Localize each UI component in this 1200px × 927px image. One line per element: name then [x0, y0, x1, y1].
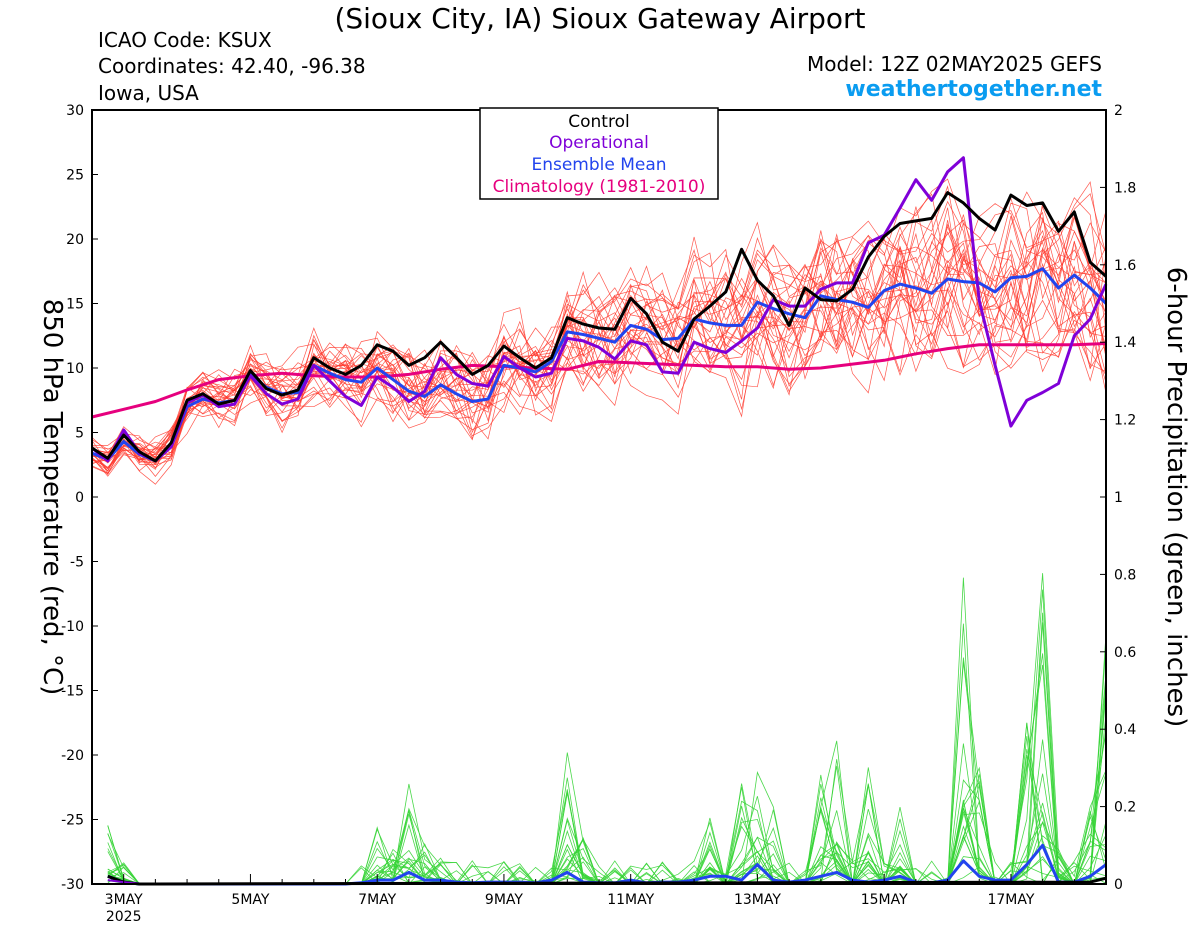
ensemble-member-precip-line: [107, 657, 1107, 885]
legend: Control Operational Ensemble Mean Climat…: [479, 107, 719, 200]
y2-tick-label: 0.6: [1114, 645, 1136, 661]
x-tick-label: 7MAY: [358, 892, 396, 908]
region: Iowa, USA: [98, 81, 199, 105]
y-tick-label: -5: [70, 555, 84, 571]
y-tick-label: 30: [66, 103, 84, 119]
y2-axis-ticks: 2 1.8 1.6 1.4 1.2 1 0.8 0.6 0.4 0.2 0: [1100, 103, 1136, 893]
y-tick-label: -20: [61, 748, 84, 764]
ensemble-members-precipitation: [107, 573, 1107, 886]
ensemble-member-temp-line: [91, 237, 1107, 464]
ensemble-member-precip-line: [107, 754, 1107, 886]
x-tick-label: 11MAY: [607, 892, 654, 908]
y2-tick-label: 2: [1114, 103, 1123, 119]
y2-tick-label: 1.8: [1114, 180, 1136, 196]
y-tick-label: 25: [66, 168, 84, 184]
ensemble-members-temperature: [91, 178, 1107, 485]
legend-box: [479, 107, 719, 200]
ensemble-member-temp-line: [91, 191, 1107, 456]
y-tick-label: -10: [61, 619, 84, 635]
ensemble-member-temp-line: [91, 251, 1107, 462]
icao-code: ICAO Code: KSUX: [98, 28, 272, 52]
y-tick-label: 15: [66, 297, 84, 313]
y-tick-label: 5: [75, 426, 84, 442]
ensemble-member-temp-line: [91, 220, 1107, 475]
y-axis-ticks: 30 25 20 15 10 5 0 -5 -10 -15 -20 -25 -30: [61, 103, 98, 893]
x-tick-label: 5MAY: [231, 892, 269, 908]
x-tick-label: 3MAY: [105, 892, 143, 908]
ensemble-member-temp-line: [91, 193, 1107, 458]
y2-tick-label: 0: [1114, 877, 1123, 893]
chart-title: (Sioux City, IA) Sioux Gateway Airport: [334, 2, 866, 35]
x-tick-year: 2025: [106, 909, 142, 925]
y-axis-title: 850 hPa Temperature (red, °C): [37, 299, 67, 696]
ensemble-member-temp-line: [91, 236, 1107, 462]
y2-tick-label: 1.6: [1114, 258, 1136, 274]
legend-climatology: Climatology (1981-2010): [493, 177, 706, 197]
y2-tick-label: 1: [1114, 490, 1123, 506]
x-tick-label: 17MAY: [987, 892, 1034, 908]
legend-control: Control: [568, 112, 629, 132]
x-tick-label: 9MAY: [485, 892, 523, 908]
y2-tick-label: 0.2: [1114, 800, 1136, 816]
ensemble-member-precip-line: [107, 612, 1107, 886]
coordinates: Coordinates: 42.40, -96.38: [98, 54, 366, 78]
operational-line: [91, 156, 1108, 463]
legend-operational: Operational: [549, 133, 649, 153]
y2-tick-label: 0.8: [1114, 567, 1136, 583]
y-tick-label: 20: [66, 232, 84, 248]
x-tick-label: 13MAY: [734, 892, 781, 908]
ensemble-member-temp-line: [91, 200, 1107, 474]
y2-axis-title: 6-hour Precipitation (green, inches): [1161, 267, 1191, 727]
ensemble-member-temp-line: [91, 193, 1107, 470]
ensemble-member-temp-line: [91, 210, 1107, 472]
model-run: Model: 12Z 02MAY2025 GEFS: [807, 52, 1102, 76]
control-line: [91, 191, 1108, 463]
ensemble-member-precip-line: [107, 653, 1107, 885]
ensemble-mean-line: [91, 267, 1108, 463]
ensemble-member-temp-line: [91, 221, 1107, 462]
y-tick-label: -25: [61, 813, 84, 829]
y-tick-label: -15: [61, 684, 84, 700]
ensemble-member-precip-line: [107, 661, 1107, 886]
y-tick-label: 0: [75, 490, 84, 506]
y-tick-label: -30: [61, 877, 84, 893]
ensemble-member-temp-line: [92, 218, 1107, 464]
y2-tick-label: 1.4: [1114, 335, 1136, 351]
y2-tick-label: 1.2: [1114, 413, 1136, 429]
y2-tick-label: 0.4: [1114, 722, 1136, 738]
y-tick-label: 10: [66, 361, 84, 377]
climatology-line: [91, 342, 1107, 419]
legend-ensemble-mean: Ensemble Mean: [531, 155, 666, 175]
ensemble-member-temp-line: [91, 185, 1107, 464]
site-link[interactable]: weathertogether.net: [845, 77, 1102, 102]
x-tick-label: 15MAY: [861, 892, 908, 908]
ensemble-member-temp-line: [91, 216, 1107, 485]
ensemble-member-temp-line: [91, 234, 1107, 476]
ensemble-member-temp-line: [91, 225, 1107, 477]
